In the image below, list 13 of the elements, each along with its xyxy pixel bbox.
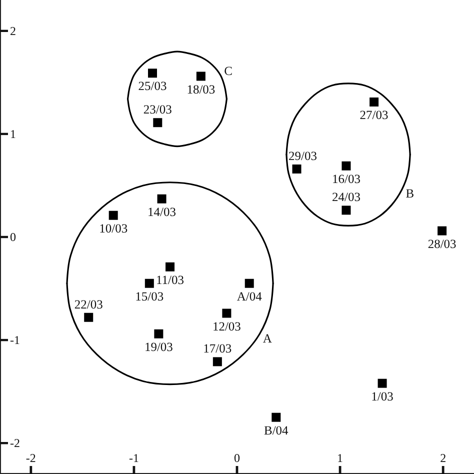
x-tick-label: 0 bbox=[234, 451, 240, 465]
x-tick-label: 1 bbox=[337, 451, 344, 465]
y-tick-label: -2 bbox=[10, 436, 20, 450]
y-tick-label: 2 bbox=[10, 24, 16, 38]
x-tick-label: -2 bbox=[26, 451, 36, 465]
y-tick-label: -1 bbox=[10, 333, 20, 348]
x-tick-label: 2 bbox=[440, 451, 446, 465]
annotation: 1/03 bbox=[371, 389, 394, 404]
annotation: 28/03 bbox=[428, 236, 456, 251]
y-tick-label: 1 bbox=[10, 126, 16, 141]
annotation: B/04 bbox=[264, 423, 290, 438]
y-tick-label: 0 bbox=[10, 230, 16, 244]
x-tick-label: -1 bbox=[128, 451, 139, 465]
